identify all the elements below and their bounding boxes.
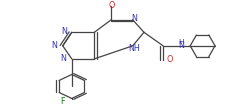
Text: O: O xyxy=(167,55,173,64)
Text: N: N xyxy=(61,27,67,36)
Text: N: N xyxy=(60,54,66,63)
Text: NH: NH xyxy=(128,44,140,53)
Text: N: N xyxy=(51,41,57,50)
Text: N: N xyxy=(131,14,137,23)
Text: O: O xyxy=(108,1,114,10)
Text: H: H xyxy=(178,39,184,45)
Text: F: F xyxy=(60,97,65,106)
Text: N: N xyxy=(178,41,184,50)
